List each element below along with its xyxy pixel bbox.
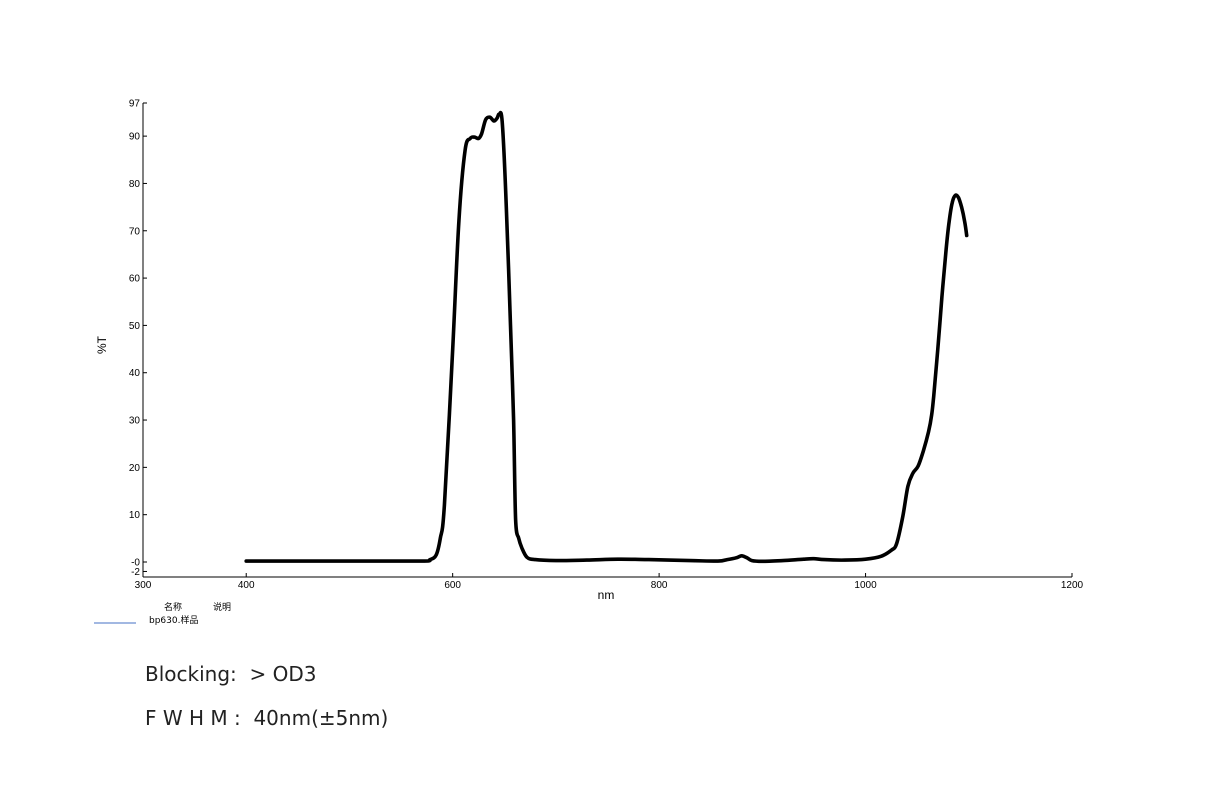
y-tick-label: 50 [129,321,141,332]
y-tick-label: 20 [129,463,141,474]
blocking-spec: Blocking: > OD3 [145,662,317,686]
transmission-chart: 97 90 80 70 60 50 40 30 20 10 -0-2 300 400 600 800 100… [94,99,1084,626]
legend: 名称 说明 bp630.样品 [94,601,231,626]
x-axis: 300 400 600 800 1000 1200 [135,573,1084,591]
legend-header-desc: 说明 [213,601,231,613]
x-tick-label: 1200 [1061,580,1084,591]
x-tick-label: 400 [238,580,255,591]
y-axis-title: %T [95,335,109,354]
legend-entry-label: bp630.样品 [149,614,198,626]
y-tick-label: 97 [129,99,141,110]
fwhm-spec: F W H M : 40nm(±5nm) [145,706,389,730]
y-tick-label: 70 [129,226,141,237]
y-tick-label: 90 [129,132,141,143]
y-tick-label: 30 [129,416,141,427]
y-tick-label: 10 [129,510,141,521]
x-axis-title: nm [598,588,615,602]
y-axis: 97 90 80 70 60 50 40 30 20 10 -0-2 [129,99,147,578]
y-tick-label: 40 [129,368,141,379]
plot-area [244,110,969,564]
y-tick-label: 80 [129,179,141,190]
series-line [244,110,969,564]
x-tick-label: 800 [651,580,668,591]
y-tick-label: 60 [129,274,141,285]
x-tick-label: 600 [444,580,461,591]
y-tick-label: -2 [131,567,140,578]
x-tick-label: 1000 [854,580,877,591]
x-tick-label: 300 [135,580,152,591]
y-tick-label: -0 [131,558,140,569]
legend-header-name: 名称 [164,601,182,613]
